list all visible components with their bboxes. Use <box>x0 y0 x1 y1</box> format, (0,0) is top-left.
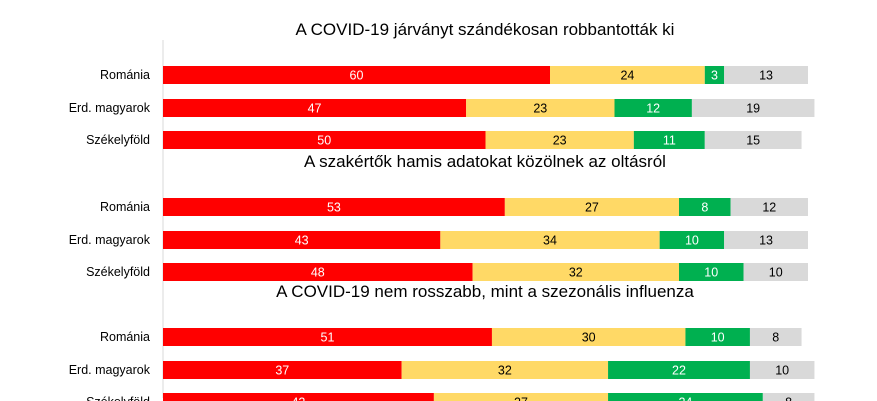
data-label: 27 <box>514 396 528 401</box>
data-label: 10 <box>711 331 725 345</box>
bar-segment <box>163 131 486 149</box>
data-label: 23 <box>553 134 567 148</box>
data-label: 24 <box>620 69 634 83</box>
data-label: 37 <box>275 364 289 378</box>
data-label: 34 <box>543 234 557 248</box>
bar-row: Székelyföld 42 27 24 8 <box>86 393 815 401</box>
data-label: 8 <box>772 331 779 345</box>
data-label: 27 <box>585 201 599 215</box>
bar-row: Románia 60 24 3 13 <box>100 66 808 84</box>
data-label: 8 <box>785 396 792 401</box>
data-label: 24 <box>678 396 692 401</box>
bar-segment <box>550 66 705 84</box>
bar-segment <box>730 198 808 216</box>
data-label: 48 <box>311 266 325 280</box>
category-label: Erd. magyarok <box>69 101 151 115</box>
bar-segment <box>440 231 660 249</box>
bar-segment <box>659 231 725 249</box>
data-label: 42 <box>291 396 305 401</box>
bar-segment <box>679 198 731 216</box>
data-label: 47 <box>308 102 322 116</box>
bar-segment <box>608 361 750 379</box>
bar-segment <box>401 361 609 379</box>
bar-segment <box>163 263 473 281</box>
panel-3: A COVID-19 nem rosszabb, mint a szezonál… <box>69 282 815 401</box>
data-label: 15 <box>746 134 760 148</box>
bar-segment <box>704 66 725 84</box>
data-label: 13 <box>759 69 773 83</box>
data-label: 23 <box>533 102 547 116</box>
bar-segment <box>466 99 615 117</box>
bar-segment <box>163 231 441 249</box>
bar-segment <box>633 131 705 149</box>
bar-row: Románia 51 30 10 8 <box>100 328 802 346</box>
data-label: 13 <box>759 234 773 248</box>
category-label: Erd. magyarok <box>69 233 151 247</box>
bar-segment <box>724 231 808 249</box>
category-label: Románia <box>100 68 150 82</box>
data-label: 19 <box>746 102 760 116</box>
bar-segment <box>743 263 808 281</box>
data-label: 10 <box>704 266 718 280</box>
bar-segment <box>691 99 815 117</box>
bar-segment <box>608 393 763 401</box>
bar-row: Erd. magyarok 43 34 10 13 <box>69 231 808 249</box>
bar-segment <box>762 393 815 401</box>
bar-segment <box>163 99 467 117</box>
panel-title: A COVID-19 nem rosszabb, mint a szezonál… <box>276 282 694 301</box>
data-label: 3 <box>711 69 718 83</box>
category-label: Románia <box>100 330 150 344</box>
data-label: 12 <box>762 201 776 215</box>
category-label: Székelyföld <box>86 133 150 147</box>
bar-segment <box>749 361 815 379</box>
panel-1: A COVID-19 járványt szándékosan robbanto… <box>69 20 815 149</box>
data-label: 53 <box>327 201 341 215</box>
data-label: 12 <box>646 102 660 116</box>
data-label: 32 <box>498 364 512 378</box>
data-label: 10 <box>775 364 789 378</box>
panel-title: A COVID-19 járványt szándékosan robbanto… <box>296 20 675 39</box>
bar-segment <box>433 393 609 401</box>
bar-segment <box>163 198 505 216</box>
bar-segment <box>163 361 402 379</box>
chart-panels: A COVID-19 járványt szándékosan robbanto… <box>69 20 815 401</box>
data-label: 22 <box>672 364 686 378</box>
category-label: Erd. magyarok <box>69 363 151 377</box>
data-label: 43 <box>295 234 309 248</box>
data-label: 8 <box>701 201 708 215</box>
bar-segment <box>163 393 434 401</box>
bar-segment <box>724 66 808 84</box>
category-label: Románia <box>100 200 150 214</box>
bar-segment <box>679 263 744 281</box>
bar-segment <box>749 328 802 346</box>
bar-row: Székelyföld 50 23 11 15 <box>86 131 802 149</box>
bar-segment <box>685 328 750 346</box>
bar-segment <box>704 131 802 149</box>
data-label: 10 <box>685 234 699 248</box>
bar-segment <box>491 328 686 346</box>
data-label: 50 <box>317 134 331 148</box>
data-label: 60 <box>350 69 364 83</box>
bar-row: Erd. magyarok 37 32 22 10 <box>69 361 815 379</box>
category-label: Székelyföld <box>86 395 150 401</box>
bar-segment <box>485 131 634 149</box>
bar-segment <box>614 99 692 117</box>
bar-segment <box>504 198 679 216</box>
data-label: 32 <box>569 266 583 280</box>
bar-row: Székelyföld 48 32 10 10 <box>86 263 808 281</box>
category-label: Székelyföld <box>86 265 150 279</box>
data-label: 10 <box>769 266 783 280</box>
bar-row: Erd. magyarok 47 23 12 19 <box>69 99 815 117</box>
data-label: 51 <box>321 331 335 345</box>
bar-row: Románia 53 27 8 12 <box>100 198 808 216</box>
bar-segment <box>163 66 550 84</box>
data-label: 11 <box>663 134 676 148</box>
bar-segment <box>472 263 679 281</box>
data-label: 30 <box>582 331 596 345</box>
panel-2: A szakértők hamis adatokat közölnek az o… <box>69 152 808 281</box>
bar-segment <box>163 328 492 346</box>
panel-title: A szakértők hamis adatokat közölnek az o… <box>304 152 666 171</box>
